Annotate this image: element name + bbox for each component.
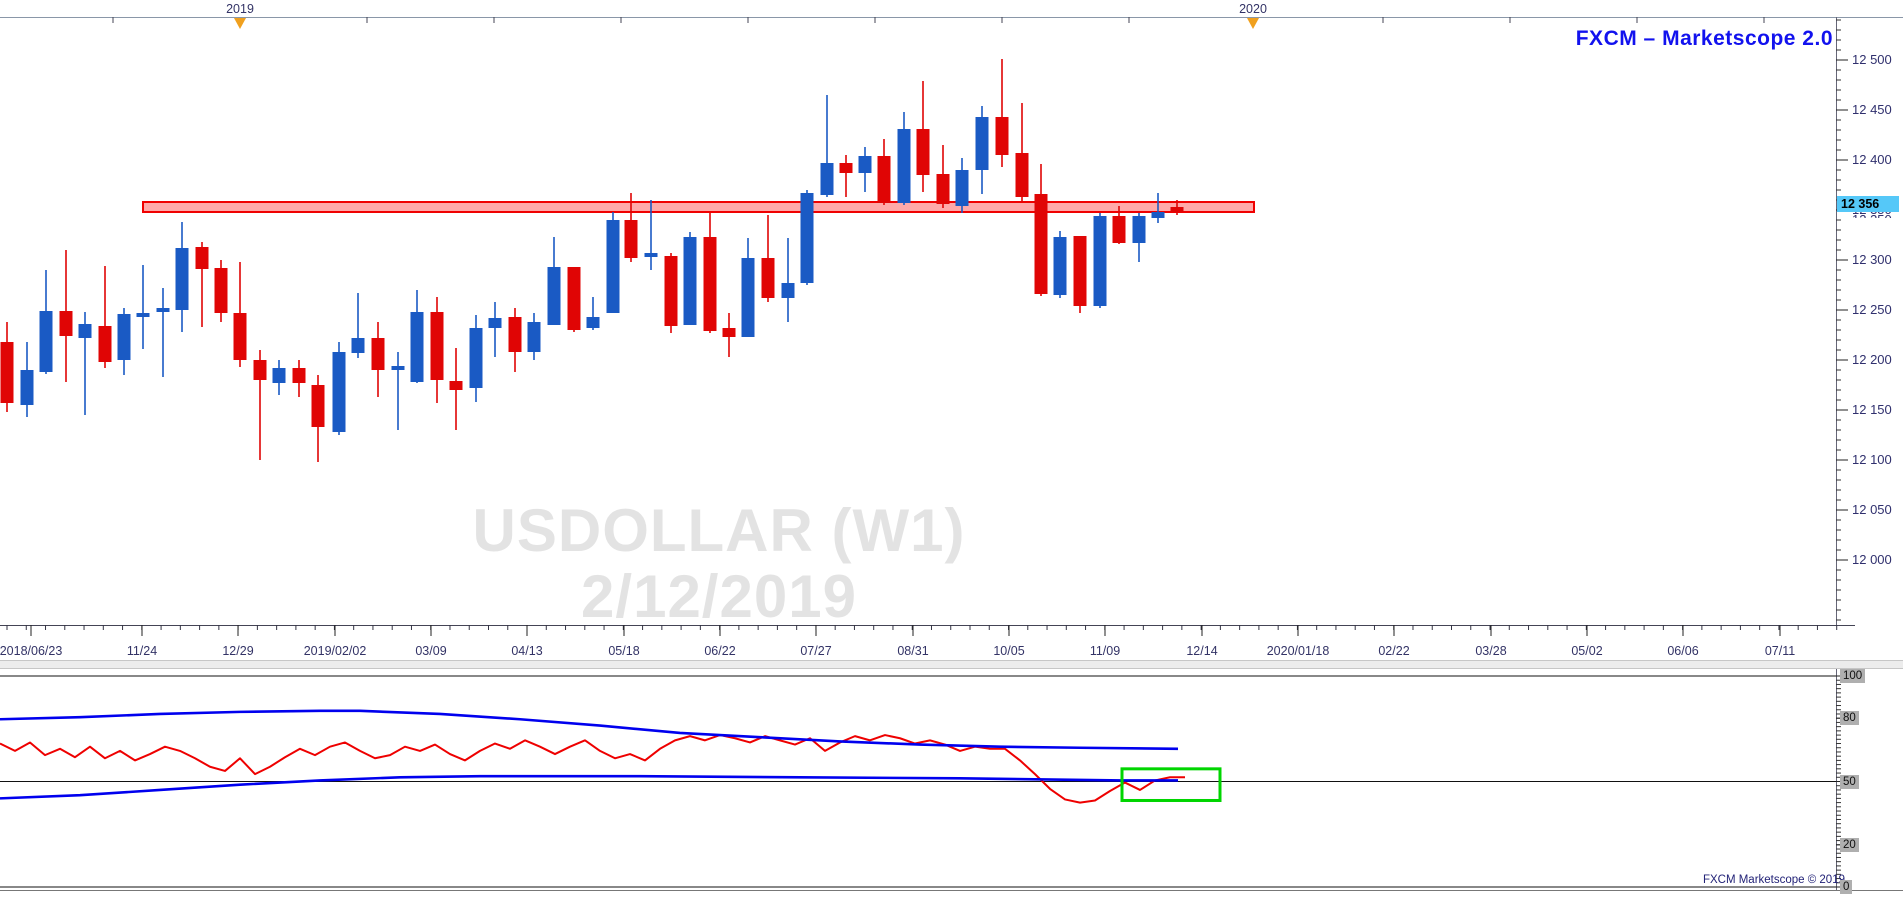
indicator-axis-label: 50 (1840, 774, 1859, 789)
date-axis-label: 10/05 (993, 644, 1025, 658)
panel-splitter[interactable] (0, 660, 1903, 669)
date-axis-label: 08/31 (897, 644, 929, 658)
date-axis-label: 2019/02/02 (303, 644, 367, 658)
date-axis-label: 03/09 (415, 644, 447, 658)
copyright-label: FXCM Marketscope © 2019 (1702, 874, 1845, 886)
price-axis-label: 12 100 (1852, 452, 1892, 467)
date-axis-label: 02/22 (1378, 644, 1410, 658)
price-axis-label: 12 450 (1852, 102, 1892, 117)
indicator-axis-label: 80 (1840, 711, 1859, 726)
price-axis-label: 12 500 (1852, 52, 1892, 67)
price-axis-label: 12 300 (1852, 252, 1892, 267)
date-axis-label: 05/18 (608, 644, 640, 658)
current-price-chip: 12 356 (1837, 196, 1899, 212)
price-axis-label: 12 150 (1852, 402, 1892, 417)
indicator-ruler[interactable] (1836, 668, 1837, 890)
covered-price-label: 12 350 (1852, 212, 1902, 218)
watermark-date: 2/12/2019 (581, 563, 857, 630)
top-axis-line (0, 17, 1903, 18)
date-ruler[interactable] (0, 625, 1855, 626)
date-axis-label: 04/13 (511, 644, 543, 658)
date-axis-label: 2020/01/18 (1266, 644, 1330, 658)
year-marker-arrow-icon (234, 18, 246, 29)
watermark-symbol: USDOLLAR (W1) (472, 497, 966, 564)
price-axis-label: 12 050 (1852, 502, 1892, 517)
date-axis-label: 2018/06/23 (0, 644, 63, 658)
chart-title: FXCM – Marketscope 2.0 (1575, 27, 1833, 50)
date-axis-label: 12/14 (1186, 644, 1218, 658)
year-label-2019: 2019 (226, 2, 254, 16)
date-axis-label: 07/11 (1764, 644, 1796, 658)
indicator-axis-label: 100 (1840, 669, 1866, 683)
date-axis-label: 06/22 (704, 644, 736, 658)
date-axis-label: 11/09 (1089, 644, 1121, 658)
date-axis-label: 07/27 (800, 644, 832, 658)
oscillator-pane[interactable] (0, 668, 1836, 890)
date-axis-label: 05/02 (1571, 644, 1603, 658)
date-axis-label: 06/06 (1667, 644, 1699, 658)
panel-bottom-border (0, 890, 1903, 891)
price-chart-pane[interactable] (0, 17, 1836, 625)
indicator-axis-label: 20 (1840, 837, 1859, 852)
date-axis-label: 11/24 (126, 644, 158, 658)
price-axis-label: 12 250 (1852, 302, 1892, 317)
price-axis-label: 12 400 (1852, 152, 1892, 167)
date-axis-label: 03/28 (1475, 644, 1507, 658)
price-ruler[interactable] (1836, 17, 1837, 625)
year-marker-arrow-icon (1247, 18, 1259, 29)
year-label-2020: 2020 (1239, 2, 1267, 16)
price-axis-label: 12 200 (1852, 352, 1892, 367)
date-axis-label: 12/29 (222, 644, 254, 658)
indicator-axis-label: 0 (1840, 880, 1853, 894)
price-axis-label: 12 000 (1852, 552, 1892, 567)
